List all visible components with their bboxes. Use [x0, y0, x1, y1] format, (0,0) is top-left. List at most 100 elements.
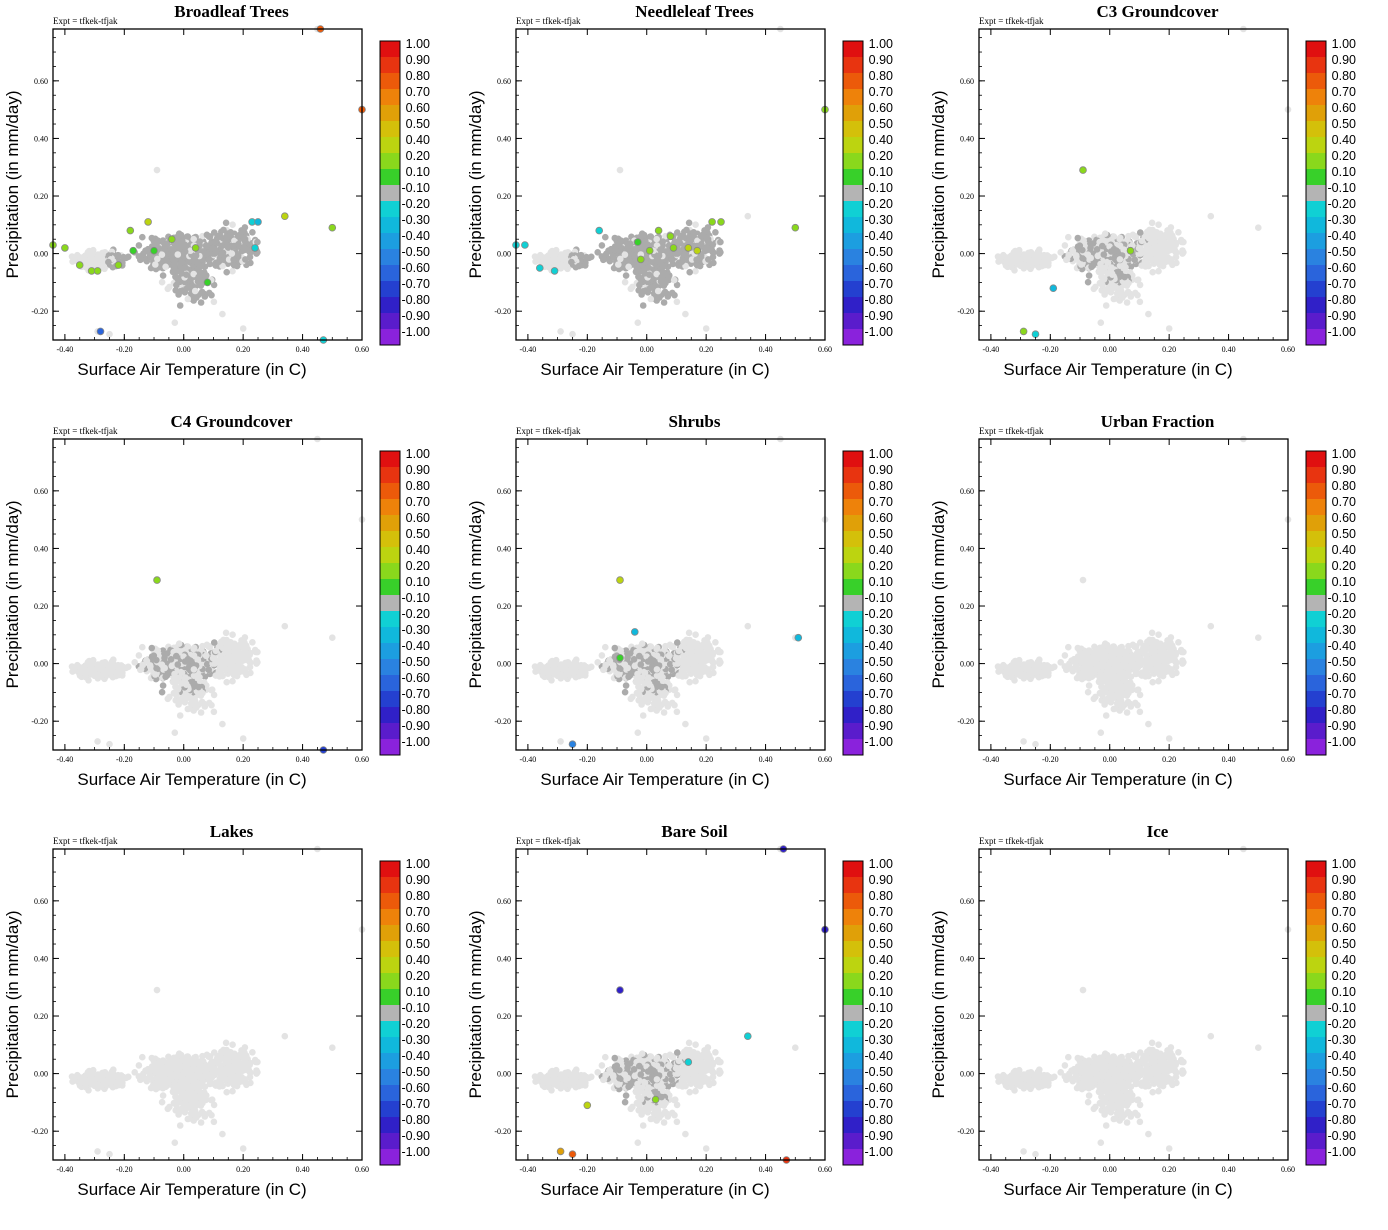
background-point [647, 285, 654, 292]
colorbar-swatch [380, 281, 400, 297]
colorbar-label: -0.80 [402, 293, 431, 307]
data-point [76, 262, 83, 269]
background-point [329, 634, 336, 641]
background-point [1110, 285, 1117, 292]
colorbar-label: 0.90 [869, 53, 893, 67]
background-point [1139, 238, 1146, 245]
colorbar-label: 0.50 [869, 117, 893, 131]
colorbar-swatch [843, 329, 863, 345]
background-point [658, 274, 665, 281]
colorbar-label: 0.10 [869, 165, 893, 179]
colorbar-label: 0.90 [1332, 53, 1356, 67]
background-point [173, 692, 180, 699]
background-point [149, 235, 156, 242]
colorbar-swatch [1306, 313, 1326, 329]
background-point [1117, 256, 1124, 263]
background-point [223, 679, 230, 686]
background-point [653, 236, 660, 243]
background-point [641, 270, 648, 277]
background-point [686, 679, 693, 686]
colorbar-label: -0.10 [1328, 181, 1357, 195]
background-point [249, 639, 256, 646]
colorbar-swatch [380, 739, 400, 755]
y-tick-label: 0.60 [34, 77, 48, 86]
background-point [1095, 253, 1102, 260]
background-point [1085, 251, 1092, 258]
colorbar-label: 0.10 [406, 575, 430, 589]
background-point [654, 666, 661, 673]
background-point [1255, 224, 1262, 231]
colorbar-label: -0.50 [1328, 245, 1357, 259]
background-point [610, 664, 617, 671]
background-point [178, 680, 185, 687]
background-point-cloud [532, 26, 829, 338]
y-tick-label: 0.60 [34, 487, 48, 496]
x-axis-label: Surface Air Temperature (in C) [540, 360, 769, 379]
data-point [154, 577, 161, 584]
background-point [182, 674, 189, 681]
background-point [219, 311, 226, 318]
y-axis-label: Precipitation (in mm/day) [3, 500, 22, 688]
colorbar-label: -0.70 [865, 277, 894, 291]
background-point [228, 640, 235, 647]
colorbar-label: -0.40 [402, 229, 431, 243]
background-point [139, 234, 146, 241]
background-point [198, 709, 205, 716]
background-point [225, 244, 232, 251]
colorbar-label: -0.70 [402, 687, 431, 701]
background-point [638, 661, 645, 668]
background-point [1180, 239, 1187, 246]
background-point [168, 656, 175, 663]
background-point [173, 282, 180, 289]
data-point [596, 227, 603, 234]
background-point [218, 661, 225, 668]
background-point [177, 698, 184, 705]
data-point [281, 213, 288, 220]
background-point [549, 257, 556, 264]
background-point [147, 253, 154, 260]
background-point [617, 167, 624, 174]
x-tick-label: -0.20 [116, 755, 133, 764]
background-point [71, 666, 78, 673]
colorbar-label: -0.30 [402, 213, 431, 227]
background-point [1104, 270, 1111, 277]
background-point [82, 674, 89, 681]
colorbar-label: 0.10 [406, 165, 430, 179]
y-tick-label: 0.60 [497, 77, 511, 86]
background-point [698, 233, 705, 240]
background-point [1149, 269, 1156, 276]
colorbar-label: 0.50 [1332, 117, 1356, 131]
background-point [169, 253, 176, 260]
colorbar-swatch [1306, 73, 1326, 89]
background-point [645, 658, 652, 665]
background-point [185, 233, 192, 240]
data-point [255, 219, 262, 226]
x-tick-label: -0.40 [57, 755, 74, 764]
colorbar-label: 0.20 [406, 149, 430, 163]
x-tick-label: 0.00 [1103, 345, 1117, 354]
x-tick-label: 0.00 [177, 345, 191, 354]
colorbar-label: -0.70 [1328, 277, 1357, 291]
background-point [1118, 288, 1125, 295]
background-point [159, 251, 166, 258]
background-point [623, 272, 630, 279]
background-point [1116, 236, 1123, 243]
background-point [182, 658, 189, 665]
background-point [1102, 230, 1109, 237]
colorbar-swatch [843, 265, 863, 281]
background-point [106, 741, 113, 748]
background-point [242, 256, 249, 263]
x-tick-label: 0.20 [1162, 345, 1176, 354]
colorbar-swatch [843, 105, 863, 121]
background-point [1064, 256, 1071, 263]
background-point [199, 289, 206, 296]
colorbar-label: -1.00 [865, 325, 894, 339]
colorbar-swatch [380, 41, 400, 57]
background-point [615, 261, 622, 268]
background-point [602, 644, 609, 651]
